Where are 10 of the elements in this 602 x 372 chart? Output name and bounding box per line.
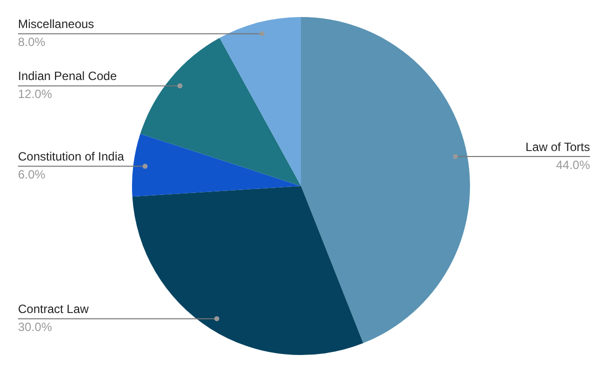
- slice-label: Indian Penal Code: [18, 69, 118, 84]
- data-label: 6.0%: [18, 168, 46, 182]
- slice-label: Law of Torts: [526, 140, 590, 154]
- slice-label: Contract Law: [18, 302, 90, 316]
- data-label: 12.0%: [18, 87, 52, 102]
- data-label: 44.0%: [556, 158, 590, 172]
- data-label: 30.0%: [18, 320, 52, 334]
- data-label: 8.0%: [18, 35, 46, 50]
- slice-label: Miscellaneous: [18, 17, 94, 32]
- slice-label: Constitution of India: [18, 150, 124, 164]
